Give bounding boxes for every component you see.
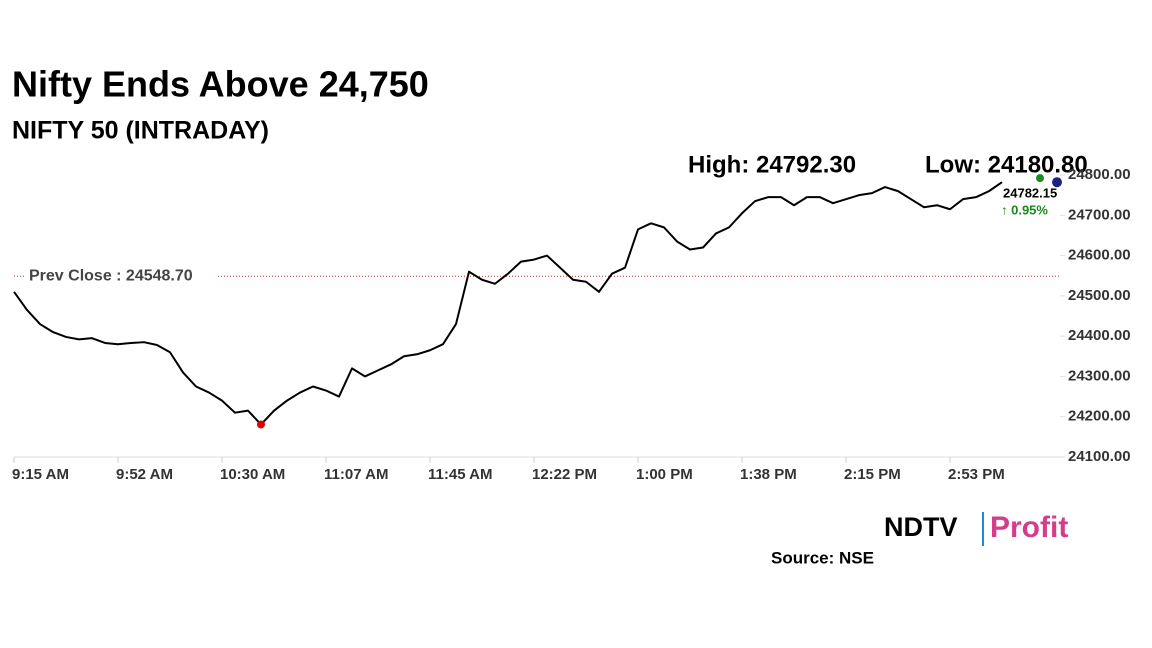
- x-tick-label: 2:53 PM: [948, 466, 1005, 483]
- x-tick-label: 10:30 AM: [220, 466, 285, 483]
- x-tick-label: 1:00 PM: [636, 466, 693, 483]
- brand-ndtv: NDTV: [884, 512, 958, 542]
- x-tick-label: 2:15 PM: [844, 466, 901, 483]
- x-tick-label: 9:15 AM: [12, 466, 69, 483]
- last-value-label: 24782.15: [1003, 185, 1057, 200]
- x-tick-label: 12:22 PM: [532, 466, 597, 483]
- low-label: Low: 24180.80: [925, 151, 1088, 178]
- chart-subtitle: NIFTY 50 (INTRADAY): [12, 117, 269, 145]
- low-marker: [257, 420, 265, 429]
- change-label: ↑ 0.95%: [1001, 202, 1048, 217]
- y-tick-label: 24700.00: [1068, 206, 1131, 223]
- x-tick-label: 9:52 AM: [116, 466, 173, 483]
- chart-title: Nifty Ends Above 24,750: [12, 64, 429, 105]
- y-tick-label: 24200.00: [1068, 408, 1131, 425]
- y-tick-label: 24300.00: [1068, 367, 1131, 384]
- high-marker: [1036, 174, 1044, 183]
- y-tick-label: 24600.00: [1068, 247, 1131, 264]
- x-tick-label: 11:45 AM: [428, 466, 492, 483]
- prev-close-bg: [24, 265, 218, 286]
- x-tick-label: 1:38 PM: [740, 466, 797, 483]
- prev-close-label: Prev Close : 24548.70: [29, 267, 193, 284]
- source: Source: NSE: [771, 548, 874, 567]
- y-tick-label: 24500.00: [1068, 287, 1131, 304]
- y-tick-label: 24400.00: [1068, 327, 1131, 344]
- line-series: [13, 181, 1003, 426]
- y-tick-label: 24100.00: [1068, 448, 1131, 465]
- y-tick-label: 24800.00: [1068, 166, 1131, 183]
- high-label: High: 24792.30: [688, 151, 856, 178]
- last-marker: [1052, 177, 1062, 188]
- brand-profit: Profit: [990, 511, 1068, 544]
- x-tick-label: 11:07 AM: [324, 466, 388, 483]
